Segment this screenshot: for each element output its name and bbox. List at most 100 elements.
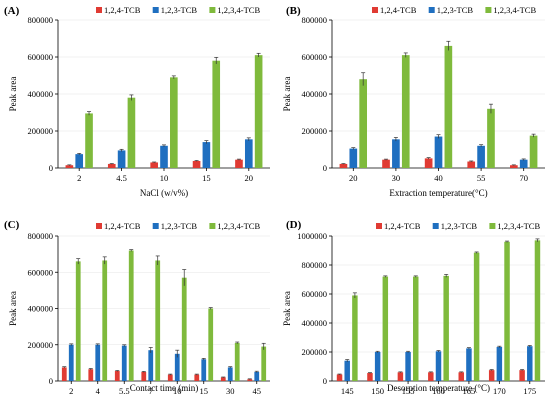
x-axis-title: NaCl (w/v%) [140,188,188,198]
bar [349,148,358,168]
bar [458,372,464,381]
legend-label: 1,2,3-TCB [441,221,478,231]
bar [367,373,373,381]
bar [247,379,253,381]
panel-label: (A) [4,5,20,17]
bar [227,367,233,381]
y-tick-label: 600000 [28,52,54,62]
x-tick-label: 150 [371,386,384,396]
bar [382,276,389,381]
bar [261,346,267,381]
bar [374,352,381,381]
bar [336,374,343,381]
x-axis-title: Desorption temperature (°C) [387,383,490,393]
legend-swatch [372,7,378,13]
panel-label: (C) [4,219,20,231]
legend-label: 1,2,3,4-TCB [217,221,260,231]
panel-label: (D) [286,219,302,231]
x-tick-label: 45 [253,386,262,396]
legend-label: 1,2,3,4-TCB [497,221,540,231]
x-axis-title: Contact time (min) [130,383,198,393]
chart-panel-b: (B) 0 200000 400000 600000 800000 Peak area 20 3… [282,5,545,198]
bar [194,374,200,381]
x-tick-label: 15 [200,386,209,396]
bar [519,370,525,381]
legend-swatch [376,223,382,229]
chart-panel-d: (D) 0 200000 400000 600000 800000 1000000 Peak … [282,219,545,396]
legend-swatch [96,223,102,229]
bar [202,142,211,168]
bar [95,344,101,381]
bar [160,145,168,168]
bar [88,369,94,381]
legend-swatch [209,223,216,229]
bar [435,351,442,381]
y-tick-label: 800000 [28,15,54,25]
legend-swatch [485,7,492,13]
legend-label: 1,2,3-TCB [437,5,474,15]
bar [424,158,433,168]
bar [527,346,533,381]
x-tick-label: 155 [402,386,415,396]
bar [68,344,74,381]
bar [75,261,81,381]
legend-label: 1,2,3,4-TCB [493,5,536,15]
y-tick-label: 200000 [302,126,328,136]
x-tick-label: 4.5 [116,173,127,183]
y-axis-title: Peak area [8,77,18,112]
bar [174,353,180,381]
x-tick-label: 20 [349,173,358,183]
bar [107,163,116,168]
x-tick-label: 10 [160,173,169,183]
legend-swatch [152,7,159,13]
bar [444,45,453,168]
bar [467,161,476,168]
bar [509,165,518,168]
bar [339,163,348,168]
x-axis-title: Extraction temperature(°C) [389,188,487,198]
bar [359,79,368,168]
y-tick-label: 200000 [28,126,54,136]
bar [220,377,226,381]
bar [117,150,126,168]
legend-swatch [96,7,102,13]
y-tick-label: 400000 [28,304,54,314]
chart-panel-a: (A) 0 200000 400000 600000 800000 Peak area 2 4.… [4,5,270,198]
y-axis-title: Peak area [282,77,292,112]
bar [201,359,207,381]
y-tick-label: 600000 [302,289,328,299]
bar [170,77,178,168]
x-tick-label: 160 [432,386,445,396]
bar [102,260,108,381]
legend-swatch [432,223,439,229]
y-tick-label: 600000 [28,267,54,277]
x-tick-label: 15 [202,173,211,183]
x-tick-label: 7 [149,386,153,396]
chart-panel-c: (C) 0 200000 400000 600000 800000 Peak area 2 4 5… [4,219,270,396]
y-tick-label: 600000 [302,52,328,62]
bar [477,145,485,168]
x-tick-label: 70 [519,173,528,183]
y-tick-label: 0 [323,376,327,386]
bar [128,250,134,381]
bar [529,135,538,168]
y-tick-label: 800000 [28,231,54,241]
bar [244,139,253,168]
y-axis-title: Peak area [8,291,18,326]
x-tick-label: 2 [69,386,73,396]
x-tick-label: 30 [392,173,401,183]
bar [234,342,240,381]
bar [208,308,214,381]
x-tick-label: 20 [245,173,254,183]
bar [392,139,400,168]
y-tick-label: 400000 [28,89,54,99]
y-tick-label: 0 [49,376,53,386]
y-tick-label: 200000 [302,347,328,357]
x-tick-label: 145 [341,386,354,396]
y-tick-label: 0 [49,163,53,173]
x-tick-label: 4 [96,386,101,396]
y-tick-label: 200000 [28,340,54,350]
legend-label: 1,2,4-TCB [380,5,417,15]
bar [534,240,541,381]
